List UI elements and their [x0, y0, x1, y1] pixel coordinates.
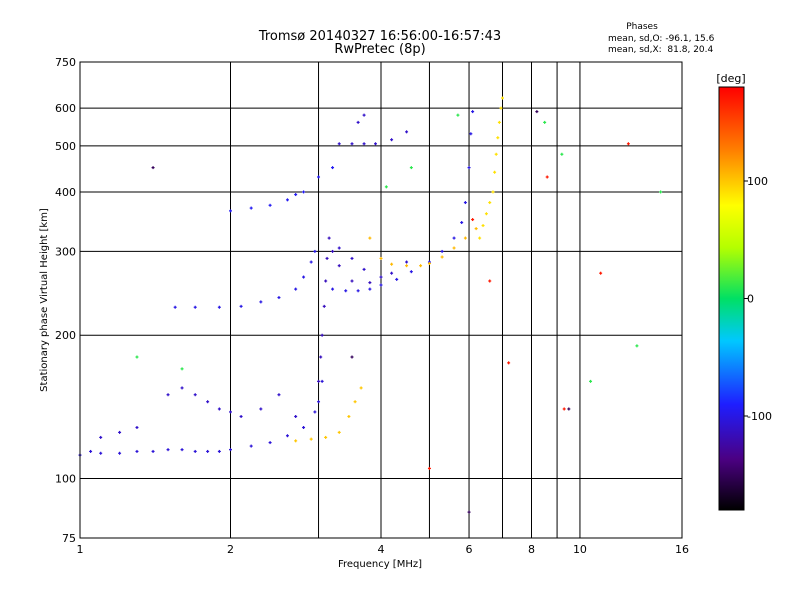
y-tick-label: 75	[62, 532, 76, 545]
y-tick-label: 300	[55, 245, 76, 258]
colorbar-label: [deg]	[716, 72, 745, 85]
colorbar-tick-label: -100	[747, 410, 772, 423]
x-tick-label: 16	[675, 543, 689, 556]
y-tick-label: 400	[55, 186, 76, 199]
colorbar: [deg] 100 0 -100	[716, 72, 772, 511]
y-tick-label: 200	[55, 329, 76, 342]
grid-lines	[79, 62, 682, 538]
x-tick-label: 2	[227, 543, 234, 556]
stats-heading: Phases	[626, 22, 658, 32]
colorbar-tick-label: 100	[747, 175, 768, 188]
x-axis-label: Frequency [MHz]	[338, 559, 422, 570]
x-axis-ticks: 1 2 4 6 8 10 16	[77, 543, 690, 556]
y-axis-label: Stationary phase Virtual Height [km]	[39, 208, 50, 392]
y-tick-label: 750	[55, 56, 76, 69]
x-tick-label: 1	[77, 543, 84, 556]
y-tick-label: 600	[55, 102, 76, 115]
colorbar-gradient	[718, 86, 745, 511]
y-tick-label: 100	[55, 473, 76, 486]
y-axis-ticks: 75 100 200 300 400 500 600 750	[55, 56, 76, 545]
colorbar-ticks: 100 0 -100	[744, 175, 772, 423]
stats-line-o: mean, sd,O: -96.1, 15.6	[608, 34, 715, 44]
x-tick-label: 8	[528, 543, 535, 556]
x-tick-label: 6	[466, 543, 473, 556]
data-points	[78, 96, 663, 514]
chart-title: Tromsø 20140327 16:56:00-16:57:43	[258, 29, 501, 44]
x-tick-label: 4	[378, 543, 385, 556]
plot-frame	[79, 61, 683, 539]
y-tick-label: 500	[55, 140, 76, 153]
x-tick-label: 10	[573, 543, 587, 556]
chart-subtitle: RwPretec (8p)	[334, 42, 425, 57]
colorbar-tick-label: 0	[747, 293, 754, 306]
stats-line-x: mean, sd,X: 81.8, 20.4	[608, 45, 714, 55]
